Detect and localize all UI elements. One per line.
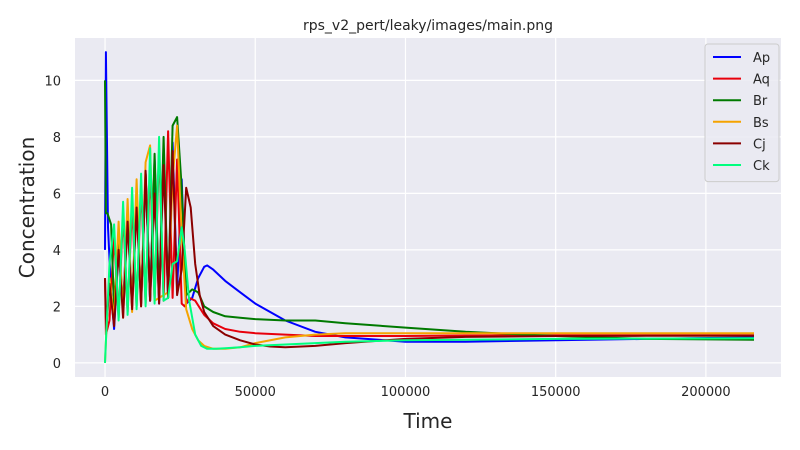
- y-tick-label: 0: [53, 357, 61, 372]
- legend-label: Bs: [753, 116, 769, 131]
- x-axis-ticks: 0 50000 100000 150000 200000: [101, 385, 731, 400]
- legend-label: Ck: [753, 159, 770, 174]
- x-axis-label: Time: [403, 409, 453, 433]
- legend-label: Cj: [753, 137, 766, 152]
- series-line-ck: [104, 135, 755, 363]
- x-tick-label: 0: [101, 385, 109, 400]
- legend: Ap Aq Br Bs Cj Ck: [704, 43, 780, 183]
- y-tick-label: 6: [53, 187, 61, 202]
- legend-label: Aq: [753, 73, 770, 88]
- x-tick-label: 200000: [681, 385, 731, 400]
- y-axis-label: Concentration: [15, 137, 39, 278]
- y-tick-label: 10: [44, 74, 61, 89]
- y-axis-ticks: 0 2 4 6 8 10: [44, 74, 61, 372]
- series-lines: [104, 51, 755, 363]
- y-tick-label: 2: [53, 300, 61, 315]
- y-tick-label: 8: [53, 131, 61, 146]
- legend-label: Br: [753, 94, 768, 109]
- legend-label: Ap: [753, 51, 770, 66]
- chart-title: rps_v2_pert/leaky/images/main.png: [303, 18, 553, 34]
- x-tick-label: 100000: [381, 385, 431, 400]
- x-tick-label: 150000: [531, 385, 581, 400]
- x-tick-label: 50000: [235, 385, 276, 400]
- series-line-cj: [104, 150, 754, 349]
- y-tick-label: 4: [53, 244, 61, 259]
